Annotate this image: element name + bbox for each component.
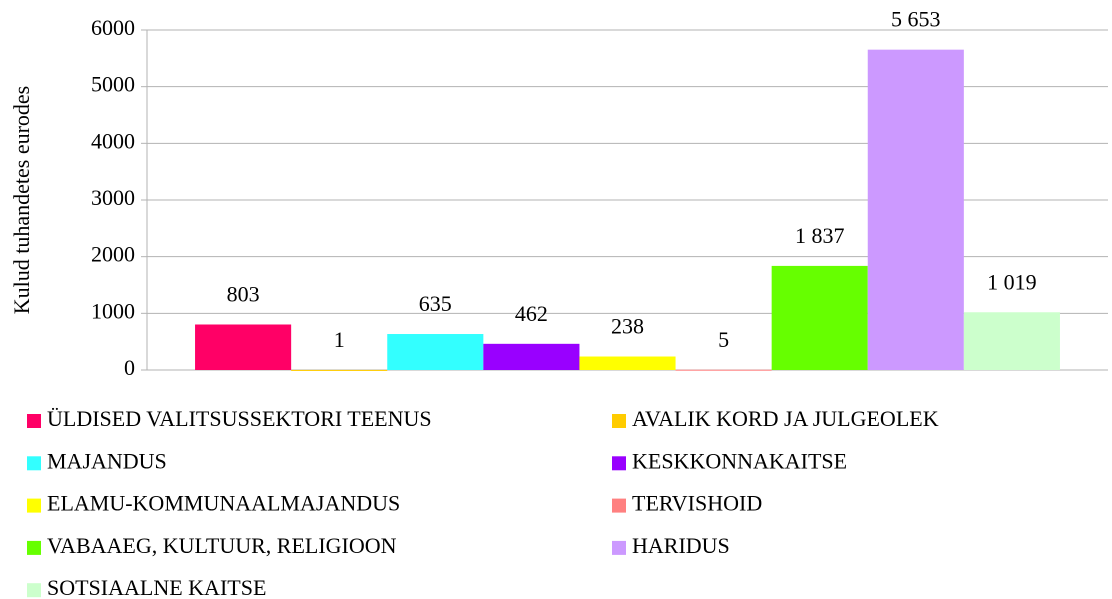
legend-label: KESKKONNAKAITSE bbox=[632, 448, 847, 473]
y-tick-label: 6000 bbox=[91, 15, 135, 40]
y-tick-label: 4000 bbox=[91, 128, 135, 153]
legend-swatch bbox=[612, 540, 626, 555]
data-label: 238 bbox=[611, 314, 644, 339]
legend-label: HARIDUS bbox=[632, 533, 730, 558]
legend-label: AVALIK KORD JA JULGEOLEK bbox=[632, 406, 939, 431]
data-label: 1 019 bbox=[987, 269, 1037, 294]
bar bbox=[963, 312, 1060, 370]
legend-label: ÜLDISED VALITSUSSEKTORI TEENUS bbox=[47, 406, 432, 431]
y-tick-label: 3000 bbox=[91, 185, 135, 210]
bar bbox=[771, 265, 868, 370]
legend-swatch bbox=[27, 414, 41, 428]
y-axis-label: Kulud tuhandetes eurodes bbox=[9, 86, 34, 315]
data-label: 5 bbox=[718, 327, 729, 352]
legend-label: SOTSIAALNE KAITSE bbox=[47, 575, 266, 599]
legend-swatch bbox=[27, 583, 41, 598]
legend-label: TERVISHOID bbox=[632, 491, 762, 516]
legend-swatch bbox=[27, 540, 41, 555]
y-tick-label: 2000 bbox=[91, 242, 135, 267]
bar bbox=[483, 343, 580, 370]
bar bbox=[867, 49, 964, 371]
legend-swatch bbox=[612, 498, 626, 513]
bar bbox=[579, 356, 676, 370]
legend-swatch bbox=[27, 456, 41, 471]
data-label: 1 837 bbox=[795, 223, 845, 248]
bar bbox=[387, 334, 484, 370]
data-label: 635 bbox=[419, 291, 452, 316]
legend-swatch bbox=[27, 498, 41, 513]
y-tick-label: 0 bbox=[124, 355, 135, 380]
data-label: 803 bbox=[227, 282, 260, 307]
legend-label: MAJANDUS bbox=[47, 448, 167, 473]
bar bbox=[291, 369, 388, 371]
legend-swatch bbox=[612, 456, 626, 471]
legend-label: VABAAEG, KULTUUR, RELIGIOON bbox=[47, 533, 397, 558]
legend-swatch bbox=[612, 414, 626, 428]
legend-label: ELAMU-KOMMUNAALMAJANDUS bbox=[47, 491, 400, 516]
data-label: 1 bbox=[334, 327, 345, 352]
y-tick-label: 5000 bbox=[91, 72, 135, 97]
data-label: 462 bbox=[515, 301, 548, 326]
y-tick-label: 1000 bbox=[91, 298, 135, 323]
bar bbox=[675, 369, 772, 371]
data-label: 5 653 bbox=[891, 7, 941, 32]
bar bbox=[195, 324, 292, 370]
